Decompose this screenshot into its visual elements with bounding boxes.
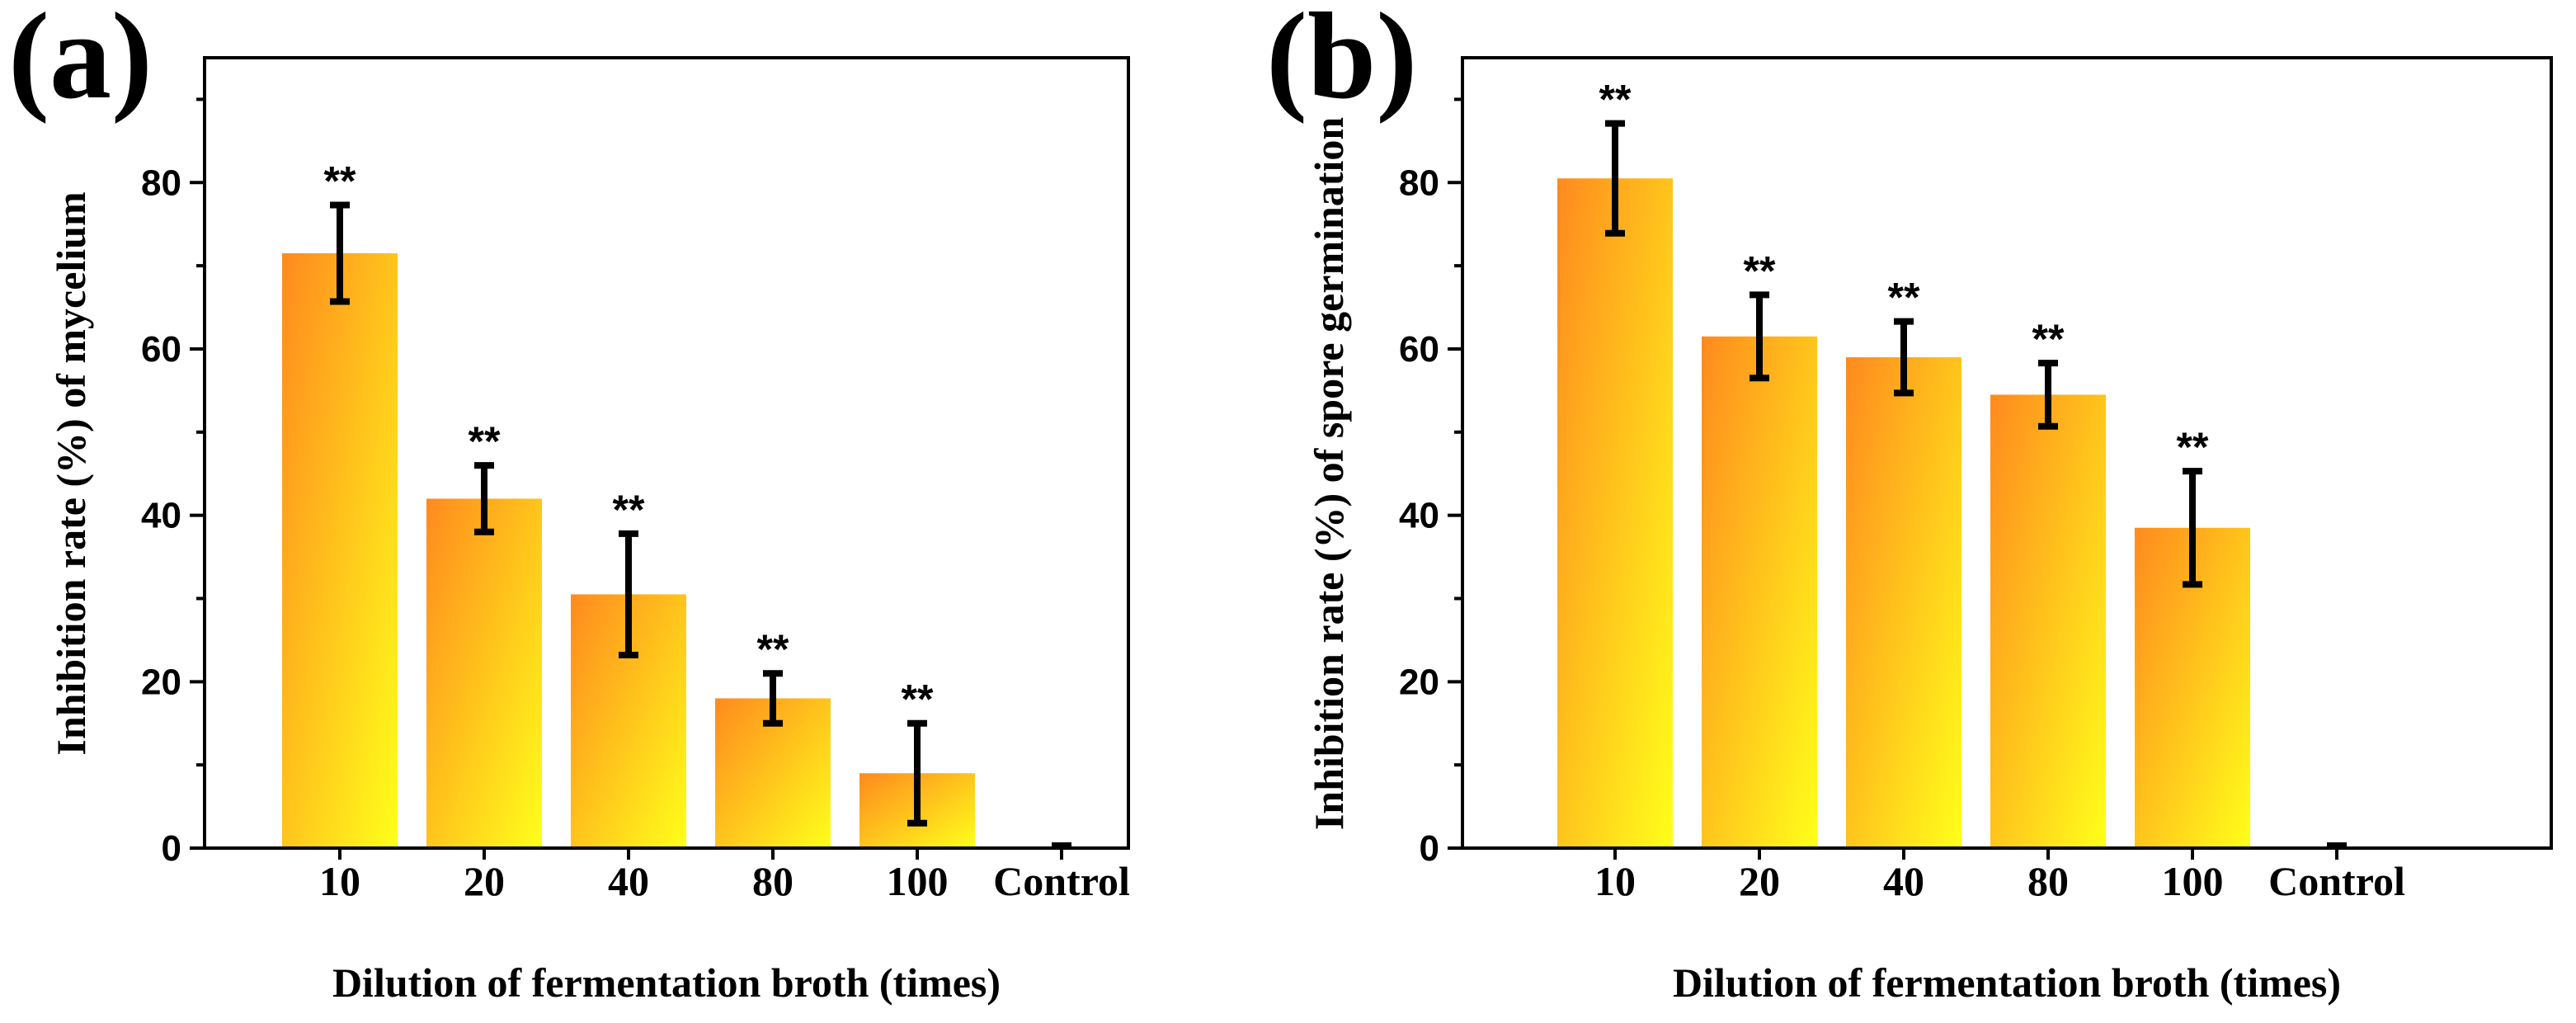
panel-b-ytick-label: 20: [1399, 662, 1439, 702]
panel-b-category-label: 80: [2027, 858, 2069, 904]
panel-a-ytick-label: 0: [162, 828, 181, 869]
panel-b-bar: [1702, 336, 1817, 848]
panel-a-ytick-label: 80: [141, 163, 181, 203]
panel-b-ytick-label: 0: [1420, 828, 1439, 869]
panel-a-bar: [282, 252, 398, 848]
panel-b-bar: [1990, 394, 2106, 848]
panel-b-bar: [1557, 178, 1673, 848]
panel-b-axes-frame: [1461, 56, 2553, 850]
panel-b-error-bar: [1750, 291, 1769, 382]
panel-b-y-tick-labels: 0 20 40 60 80: [1399, 163, 1439, 869]
panel-b-label: (b): [1266, 0, 1417, 125]
panel-a-significance-label: **: [757, 626, 789, 672]
panel-b-significance-labels: ** ** ** ** **: [1599, 77, 2209, 471]
panel-b-ytick-label: 40: [1399, 496, 1439, 536]
panel-b-bar: [1846, 357, 1961, 848]
panel-a-significance-labels: ** ** ** ** **: [324, 158, 934, 722]
panel-a-ytick-label: 60: [141, 329, 181, 370]
panel-b-category-label: 10: [1594, 858, 1636, 904]
panel-b-y-axis-title: Inhibition rate (%) of spore germination: [1306, 117, 1352, 831]
panel-a-error-bar: [474, 462, 494, 535]
panel-a-significance-label: **: [613, 487, 645, 533]
panel-a-significance-label: **: [902, 676, 934, 723]
panel-a-y-axis-title: Inhibition rate (%) of mycelium: [48, 191, 94, 755]
panel-a-category-label: 80: [752, 858, 794, 904]
panel-b-significance-label: **: [2032, 316, 2065, 362]
panel-b-category-label: 40: [1883, 858, 1924, 904]
panel-a-category-label: 40: [608, 858, 649, 904]
panel-b-category-label: Control: [2268, 858, 2405, 904]
panel-b-error-bar: [2038, 360, 2058, 430]
panel-b-error-bar: [2183, 468, 2202, 588]
panel-b-error-bar: [1894, 318, 1914, 397]
panel-a-significance-label: **: [469, 418, 501, 464]
panel-a-ytick-label: 40: [141, 496, 181, 536]
panel-b-significance-label: **: [1888, 275, 1920, 321]
panel-b-ytick-label: 80: [1399, 163, 1439, 203]
panel-b-category-label: 20: [1739, 858, 1780, 904]
panel-a-x-axis-title: Dilution of fermentation broth (times): [332, 959, 1001, 1006]
panel-a-error-bar: [619, 530, 638, 659]
panel-b: (b) 0 20 40 60 80 10 20 40 80 100 Contro…: [1266, 0, 2553, 1006]
panel-a-category-label: Control: [993, 858, 1130, 904]
panel-a-error-bar: [330, 201, 350, 305]
panel-b-error-bar: [1605, 120, 1625, 237]
panel-a-label: (a): [8, 0, 153, 125]
panel-a: (a) 0 20 40 60 80 10 20 40 80 100 Contro…: [8, 0, 1130, 1006]
panel-b-significance-label: **: [1599, 77, 1632, 123]
panel-a-category-label: 20: [464, 858, 505, 904]
panel-a-error-bar: [763, 670, 783, 727]
panel-b-significance-label: **: [2177, 424, 2209, 470]
panel-b-ytick-label: 60: [1399, 329, 1439, 370]
panel-a-error-bar: [907, 719, 927, 827]
panel-a-significance-label: **: [324, 158, 356, 204]
panel-a-axes-frame: [203, 56, 1130, 850]
panel-a-bar: [426, 498, 542, 848]
panel-b-significance-label: **: [1744, 248, 1776, 294]
panel-a-ytick-label: 20: [141, 662, 181, 702]
panel-a-category-label: 100: [887, 858, 949, 904]
panel-b-x-axis-title: Dilution of fermentation broth (times): [1673, 959, 2341, 1006]
panel-b-x-category-labels: 10 20 40 80 100 Control: [1594, 858, 2405, 904]
panel-a-category-label: 10: [319, 858, 360, 904]
panel-b-category-label: 100: [2162, 858, 2224, 904]
panel-a-x-category-labels: 10 20 40 80 100 Control: [319, 858, 1130, 904]
panel-a-y-tick-labels: 0 20 40 60 80: [141, 163, 181, 869]
